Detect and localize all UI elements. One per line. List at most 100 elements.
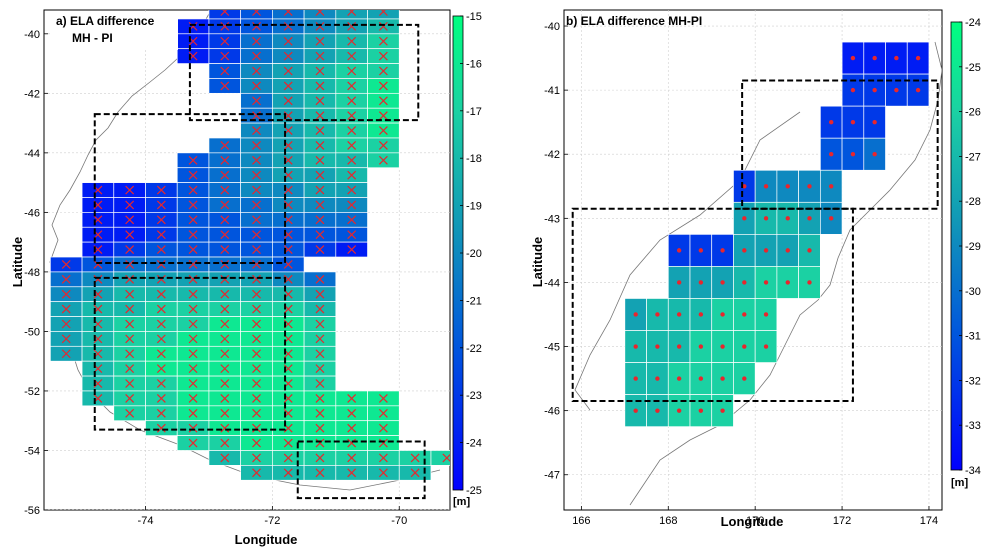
cell-marker bbox=[252, 111, 261, 121]
cell-marker bbox=[315, 468, 325, 478]
x-tick-label: 174 bbox=[920, 515, 938, 527]
cell-marker bbox=[347, 408, 357, 418]
colorbar-tick-label: -33 bbox=[965, 420, 981, 432]
panel-a-colorbar-unit: [m] bbox=[453, 496, 470, 508]
cell-marker bbox=[315, 81, 325, 91]
cell-marker bbox=[347, 36, 357, 46]
cell-marker bbox=[315, 379, 325, 388]
cell-marker bbox=[633, 344, 638, 349]
cell-marker bbox=[61, 289, 71, 299]
cell-marker bbox=[61, 260, 71, 269]
cell-marker bbox=[676, 376, 682, 381]
cell-marker bbox=[125, 334, 135, 344]
cell-marker bbox=[872, 87, 877, 93]
cell-marker bbox=[188, 215, 198, 225]
cell-marker bbox=[742, 312, 747, 317]
cell-marker bbox=[763, 248, 769, 253]
colorbar-tick-label: -25 bbox=[965, 62, 981, 74]
cell-marker bbox=[378, 438, 388, 448]
cell-marker bbox=[125, 393, 135, 403]
cell-marker bbox=[252, 200, 261, 210]
cell-marker bbox=[188, 334, 198, 344]
panel-b-cells bbox=[624, 41, 930, 428]
cell-marker bbox=[378, 408, 388, 418]
cell-marker bbox=[763, 344, 769, 349]
data-cell bbox=[430, 450, 450, 466]
cell-marker bbox=[698, 376, 704, 381]
cell-marker bbox=[676, 408, 682, 413]
cell-marker bbox=[220, 10, 230, 16]
cell-marker bbox=[220, 393, 230, 403]
panel-a-colorbar: -15 -16 -17 -18 -19 -20 -21 -22 -23 -24 -25 [m] bbox=[452, 11, 482, 508]
cell-marker bbox=[829, 184, 834, 189]
cell-marker bbox=[347, 438, 357, 448]
cell-marker bbox=[315, 274, 325, 284]
cell-marker bbox=[125, 230, 135, 240]
cell-marker bbox=[252, 185, 261, 195]
cell-marker bbox=[315, 319, 325, 329]
cell-marker bbox=[315, 349, 325, 359]
cell-marker bbox=[252, 334, 261, 344]
cell-marker bbox=[125, 349, 135, 359]
cell-marker bbox=[252, 126, 261, 135]
cell-marker bbox=[61, 304, 71, 314]
panel-a-x-label: Longitude bbox=[235, 532, 298, 547]
y-tick-label: -46 bbox=[24, 207, 40, 219]
panel-a-axis-ticks: -74 -72 -70 -40 -42 -44 -46 -48 -50 -52 -54 -56 bbox=[24, 29, 407, 527]
y-tick-label: -42 bbox=[544, 149, 560, 161]
cell-marker bbox=[742, 216, 747, 221]
region-box bbox=[571, 207, 854, 403]
cell-marker bbox=[315, 155, 325, 165]
cell-marker bbox=[347, 81, 357, 91]
cell-marker bbox=[252, 51, 261, 61]
cell-marker bbox=[347, 423, 357, 433]
cell-marker bbox=[315, 245, 325, 255]
cell-marker bbox=[252, 260, 261, 269]
cell-marker bbox=[315, 334, 325, 344]
cell-marker bbox=[156, 274, 166, 284]
cell-marker bbox=[315, 111, 325, 121]
cell-marker bbox=[93, 260, 103, 269]
cell-marker bbox=[742, 344, 747, 349]
cell-marker bbox=[156, 379, 166, 388]
cell-marker bbox=[378, 111, 388, 121]
cell-marker bbox=[220, 453, 230, 463]
cell-marker bbox=[188, 170, 198, 180]
cell-marker bbox=[347, 155, 357, 165]
cell-marker bbox=[220, 364, 230, 374]
cell-marker bbox=[61, 274, 71, 284]
cell-marker bbox=[720, 248, 725, 253]
colorbar-tick-label: -31 bbox=[965, 331, 981, 343]
colorbar-tick-label: -29 bbox=[965, 241, 981, 253]
cell-marker bbox=[378, 140, 388, 150]
cell-marker bbox=[283, 96, 293, 106]
cell-marker bbox=[188, 408, 198, 418]
region-box bbox=[93, 113, 287, 264]
cell-marker bbox=[347, 10, 357, 16]
y-tick-label: -45 bbox=[544, 342, 560, 354]
cell-marker bbox=[347, 21, 357, 31]
cell-marker bbox=[315, 185, 325, 195]
cell-marker bbox=[850, 87, 856, 93]
cell-marker bbox=[188, 438, 198, 448]
cell-marker bbox=[252, 393, 261, 403]
y-tick-label: -40 bbox=[24, 29, 40, 41]
cell-marker bbox=[220, 289, 230, 299]
panel-a-y-label: Latitude bbox=[10, 237, 25, 288]
cell-marker bbox=[347, 200, 357, 210]
cell-marker bbox=[915, 87, 921, 93]
cell-marker bbox=[315, 96, 325, 106]
cell-marker bbox=[252, 155, 261, 165]
colorbar-tick-label: -24 bbox=[466, 438, 482, 450]
cell-marker bbox=[188, 379, 198, 388]
cell-marker bbox=[315, 21, 325, 31]
cell-marker bbox=[829, 216, 834, 221]
cell-marker bbox=[633, 408, 638, 413]
colorbar-tick-label: -16 bbox=[466, 58, 482, 70]
cell-marker bbox=[156, 215, 166, 225]
cell-marker bbox=[220, 245, 230, 255]
y-tick-label: -56 bbox=[24, 505, 40, 517]
cell-marker bbox=[807, 280, 812, 285]
cell-marker bbox=[347, 453, 357, 463]
colorbar-tick-label: -27 bbox=[965, 151, 981, 163]
